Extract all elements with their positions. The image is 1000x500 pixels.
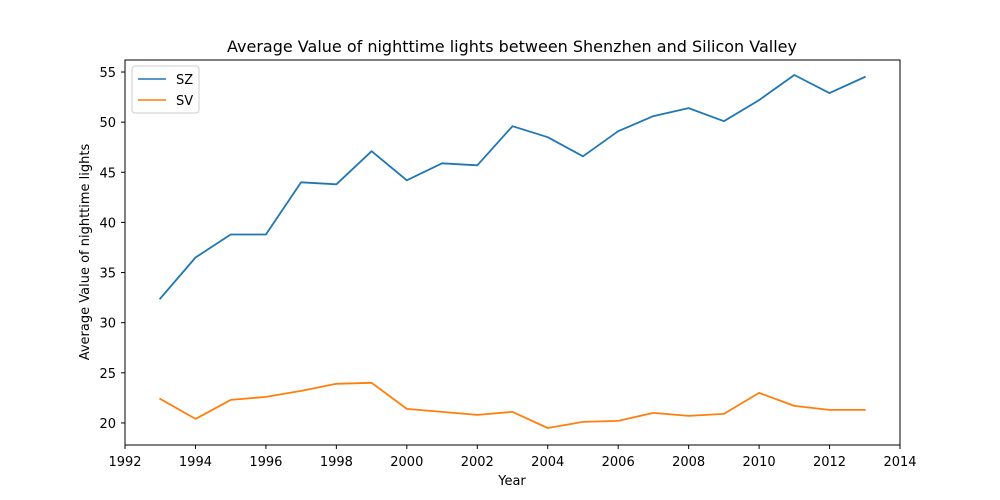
series-line-sv [158,381,866,429]
x-tick-label: 2000 [390,455,423,470]
x-tick-label: 2006 [602,455,635,470]
y-axis-label: Average Value of nighttime lights [78,144,93,361]
y-tick-label: 55 [99,66,116,81]
series-line-sz [158,74,866,300]
y-tick-label: 40 [99,216,116,231]
y-tick-label: 50 [99,116,116,131]
legend-label-sz: SZ [176,73,193,88]
x-tick-label: 2002 [461,455,494,470]
plot-area [124,59,901,446]
y-tick-label: 30 [99,317,116,332]
x-tick-label: 1992 [108,455,141,470]
x-tick-label: 1996 [249,455,282,470]
legend-box [131,65,200,114]
y-tick-label: 35 [99,267,116,282]
plot-frame [124,59,901,446]
x-tick-label: 2010 [743,455,776,470]
legend: SZ SV [131,65,200,114]
y-tick-label: 20 [99,417,116,432]
x-tick-label: 2004 [531,455,564,470]
y-tick-label: 25 [99,367,116,382]
y-axis: 20 25 30 35 40 45 50 55 [99,66,125,432]
legend-label-sv: SV [176,94,193,109]
chart-title: Average Value of nighttime lights betwee… [227,37,797,56]
x-tick-label: 1998 [320,455,353,470]
series-layer [158,74,866,429]
x-tick-label: 2014 [883,455,916,470]
x-tick-label: 2012 [813,455,846,470]
x-tick-label: 2008 [672,455,705,470]
y-tick-label: 45 [99,166,116,181]
x-axis: 1992 1994 1996 1998 2000 2002 2004 2006 2008 2010… [108,445,917,470]
x-tick-label: 1994 [179,455,212,470]
x-axis-label: Year [497,474,526,489]
